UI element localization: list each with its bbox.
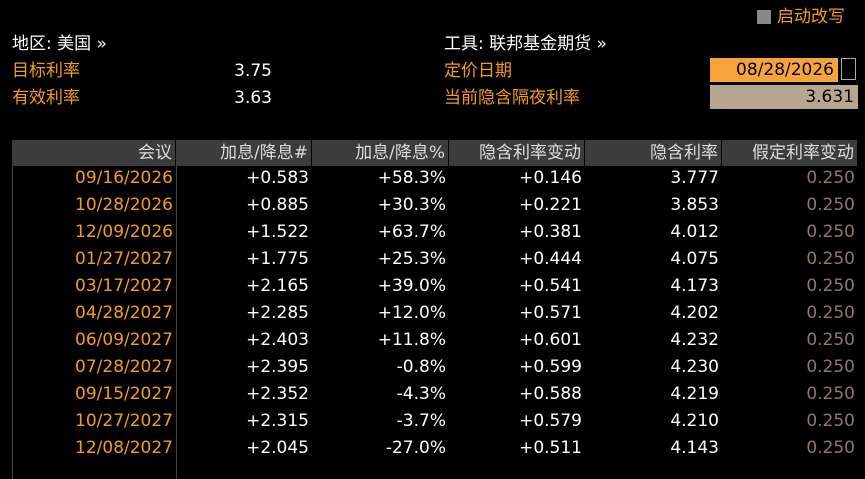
cell: +11.8% xyxy=(377,330,446,350)
cell: 4.012 xyxy=(670,222,719,242)
cell: 4.232 xyxy=(670,330,719,350)
calendar-icon[interactable] xyxy=(841,58,856,80)
column-header: 隐含利率变动 xyxy=(449,140,585,166)
cell: 12/08/2027 xyxy=(75,438,173,458)
cell: 3.777 xyxy=(670,168,719,188)
cell: 0.250 xyxy=(806,168,855,188)
cell: +0.444 xyxy=(519,249,582,269)
cell: 0.250 xyxy=(806,222,855,242)
cell: 4.202 xyxy=(670,303,719,323)
cell: 09/15/2027 xyxy=(75,384,173,404)
cell: +2.165 xyxy=(246,276,309,296)
cell: 10/27/2027 xyxy=(75,411,173,431)
cell: 0.250 xyxy=(806,438,855,458)
cell: 0.250 xyxy=(806,357,855,377)
cell: -0.8% xyxy=(396,357,446,377)
cell: +30.3% xyxy=(377,195,446,215)
cell: 04/28/2027 xyxy=(75,303,173,323)
cell: -27.0% xyxy=(385,438,446,458)
cell: 0.250 xyxy=(806,249,855,269)
cell: -4.3% xyxy=(396,384,446,404)
cell: +2.395 xyxy=(246,357,309,377)
cell: +0.541 xyxy=(519,276,582,296)
cell: 09/16/2026 xyxy=(75,168,173,188)
cell: 4.143 xyxy=(670,438,719,458)
table-border xyxy=(176,166,177,479)
cell: +1.775 xyxy=(246,249,309,269)
column-header: 加息/降息# xyxy=(176,140,312,166)
column-header: 隐含利率 xyxy=(585,140,722,166)
cell: +0.381 xyxy=(519,222,582,242)
cell: 3.853 xyxy=(670,195,719,215)
cell: 07/28/2027 xyxy=(75,357,173,377)
rewrite-button[interactable]: 启动改写 xyxy=(777,7,845,27)
cell: +1.522 xyxy=(246,222,309,242)
cell: +0.583 xyxy=(246,168,309,188)
cell: 0.250 xyxy=(806,195,855,215)
cell: +58.3% xyxy=(377,168,446,188)
cell: +25.3% xyxy=(377,249,446,269)
cell: +0.221 xyxy=(519,195,582,215)
cell: +2.285 xyxy=(246,303,309,323)
cell: +2.403 xyxy=(246,330,309,350)
cell: 0.250 xyxy=(806,276,855,296)
cell: 03/17/2027 xyxy=(75,276,173,296)
column-header: 假定利率变动 xyxy=(722,140,858,166)
cell: 4.173 xyxy=(670,276,719,296)
cell: +0.599 xyxy=(519,357,582,377)
field-value: 3.75 xyxy=(234,61,272,81)
checkbox[interactable] xyxy=(757,10,771,24)
cell: +0.146 xyxy=(519,168,582,188)
cell: +0.885 xyxy=(246,195,309,215)
cell: +2.045 xyxy=(246,438,309,458)
table-header: 会议 加息/降息# 加息/降息% 隐含利率变动 隐含利率 假定利率变动 xyxy=(12,140,858,166)
cell: +2.315 xyxy=(246,411,309,431)
cell: -3.7% xyxy=(396,411,446,431)
region[interactable]: 地区: 美国 » xyxy=(12,34,107,54)
date-input[interactable]: 08/28/2026 xyxy=(710,58,838,82)
cell: +0.601 xyxy=(519,330,582,350)
field-label: 目标利率 xyxy=(12,61,80,81)
cell: 0.250 xyxy=(806,330,855,350)
field-label: 有效利率 xyxy=(12,88,80,108)
field-label: 定价日期 xyxy=(444,61,512,81)
cell: 4.210 xyxy=(670,411,719,431)
cell: 01/27/2027 xyxy=(75,249,173,269)
cell: 12/09/2026 xyxy=(75,222,173,242)
cell: +12.0% xyxy=(377,303,446,323)
column-header: 加息/降息% xyxy=(312,140,449,166)
cell: +0.511 xyxy=(519,438,582,458)
cell: 10/28/2026 xyxy=(75,195,173,215)
cell: +0.571 xyxy=(519,303,582,323)
cell: +39.0% xyxy=(377,276,446,296)
cell: 0.250 xyxy=(806,384,855,404)
cell: +2.352 xyxy=(246,384,309,404)
cell: 4.219 xyxy=(670,384,719,404)
column-header: 会议 xyxy=(12,140,176,166)
cell: +0.588 xyxy=(519,384,582,404)
cell: 06/09/2027 xyxy=(75,330,173,350)
cell: 0.250 xyxy=(806,411,855,431)
table-border xyxy=(12,166,13,479)
cell: +63.7% xyxy=(377,222,446,242)
cell: 4.230 xyxy=(670,357,719,377)
cell: 0.250 xyxy=(806,303,855,323)
field-label: 当前隐含隔夜利率 xyxy=(444,88,580,108)
cell: 4.075 xyxy=(670,249,719,269)
rate-input[interactable]: 3.631 xyxy=(710,85,858,109)
field-value: 3.63 xyxy=(234,88,272,108)
cell: +0.579 xyxy=(519,411,582,431)
instrument[interactable]: 工具: 联邦基金期货 » xyxy=(444,34,607,54)
